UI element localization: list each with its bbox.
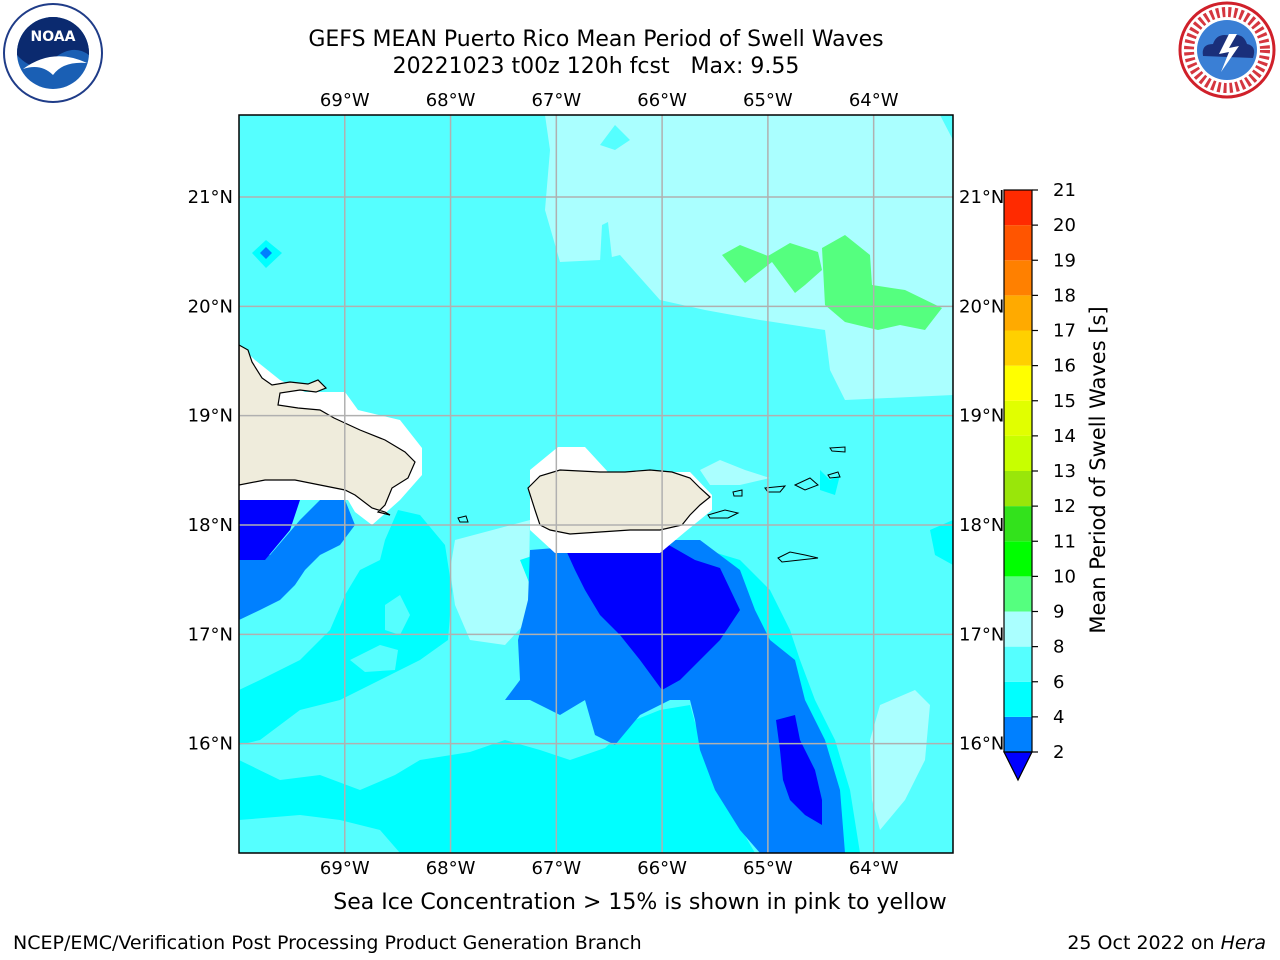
colorbar-tick-label: 2 bbox=[1053, 742, 1064, 763]
colorbar-segment bbox=[1004, 681, 1032, 717]
contour-2-4-south bbox=[505, 540, 845, 853]
lon-tick-label-bottom: 65°W bbox=[743, 858, 793, 879]
lon-tick-label-top: 66°W bbox=[637, 90, 687, 111]
lon-tick-label-top: 67°W bbox=[531, 90, 581, 111]
graticule bbox=[239, 115, 953, 853]
map-title: GEFS MEAN Puerto Rico Mean Period of Swe… bbox=[308, 27, 884, 52]
colorbar-tick-label: 20 bbox=[1053, 215, 1076, 236]
map-frame bbox=[238, 114, 954, 854]
noaa-logo-text: NOAA bbox=[31, 29, 76, 45]
noaa-logo-icon: NOAA bbox=[3, 3, 103, 103]
colorbar-segment bbox=[1004, 646, 1032, 682]
map-subtitle: 20221023 t00z 120h fcst Max: 9.55 bbox=[392, 54, 800, 79]
colorbar-segment bbox=[1004, 716, 1032, 752]
land-hispaniola bbox=[239, 344, 416, 516]
swell-period-field bbox=[239, 115, 953, 853]
colorbar-segment bbox=[1004, 330, 1032, 366]
lat-tick-label-right: 16°N bbox=[959, 734, 1004, 755]
colorbar-segment bbox=[1004, 295, 1032, 331]
nws-logo-icon bbox=[1178, 1, 1276, 99]
lat-tick-label-left: 17°N bbox=[188, 624, 233, 645]
lon-tick-label-top: 65°W bbox=[743, 90, 793, 111]
colorbar-tick-label: 15 bbox=[1053, 391, 1076, 412]
contour-0-2-west bbox=[239, 500, 300, 560]
contour-0-2-south bbox=[565, 540, 740, 690]
lat-tick-label-left: 16°N bbox=[188, 734, 233, 755]
colorbar-segment bbox=[1004, 471, 1032, 507]
lon-tick-label-top: 64°W bbox=[849, 90, 899, 111]
lat-tick-label-right: 21°N bbox=[959, 187, 1004, 208]
lon-tick-label-bottom: 68°W bbox=[426, 858, 476, 879]
colorbar-tick-label: 11 bbox=[1053, 531, 1076, 552]
colorbar-tick-label: 9 bbox=[1053, 602, 1064, 623]
footer-date-text: 25 Oct 2022 on bbox=[1067, 932, 1221, 954]
colorbar: 2 4 6 8 9 10 11 12 13 14 15 16 17 18 19 20 21 bbox=[1003, 180, 1076, 782]
colorbar-segment bbox=[1004, 611, 1032, 647]
colorbar-tick-label: 17 bbox=[1053, 321, 1076, 342]
lon-tick-label-bottom: 66°W bbox=[637, 858, 687, 879]
lat-tick-label-left: 21°N bbox=[188, 187, 233, 208]
sea-ice-caption: Sea Ice Concentration > 15% is shown in … bbox=[333, 890, 947, 915]
colorbar-segment bbox=[1004, 225, 1032, 261]
colorbar-segment bbox=[1004, 400, 1032, 436]
lat-tick-label-right: 20°N bbox=[959, 296, 1004, 317]
lat-tick-label-right: 18°N bbox=[959, 515, 1004, 536]
colorbar-tick-label: 19 bbox=[1053, 250, 1076, 271]
footer-credit: NCEP/EMC/Verification Post Processing Pr… bbox=[13, 932, 642, 954]
colorbar-segment bbox=[1004, 435, 1032, 471]
contour-4-6-south bbox=[239, 705, 755, 853]
colorbar-tick-label: 10 bbox=[1053, 566, 1076, 587]
colorbar-segment bbox=[1004, 260, 1032, 296]
colorbar-segment bbox=[1004, 365, 1032, 401]
footer-host: Hera bbox=[1220, 932, 1266, 954]
lat-tick-label-right: 17°N bbox=[959, 624, 1004, 645]
lat-tick-label-left: 19°N bbox=[188, 406, 233, 427]
lon-tick-label-bottom: 67°W bbox=[531, 858, 581, 879]
contour-9-10-a bbox=[722, 243, 822, 293]
colorbar-tick-label: 8 bbox=[1053, 637, 1064, 658]
colorbar-tick-label: 13 bbox=[1053, 461, 1076, 482]
colorbar-segment bbox=[1004, 541, 1032, 577]
colorbar-tick-label: 16 bbox=[1053, 356, 1076, 377]
lat-tick-label-right: 19°N bbox=[959, 406, 1004, 427]
contour-8-9-south bbox=[450, 520, 530, 645]
colorbar-label: Mean Period of Swell Waves [s] bbox=[1086, 306, 1110, 633]
lat-tick-label-left: 18°N bbox=[188, 515, 233, 536]
lon-tick-label-top: 69°W bbox=[320, 90, 370, 111]
contour-2-4-west bbox=[239, 500, 355, 620]
colorbar-tick-label: 14 bbox=[1053, 426, 1076, 447]
footer-date: 25 Oct 2022 on Hera bbox=[1067, 932, 1266, 954]
colorbar-tick-label: 18 bbox=[1053, 285, 1076, 306]
lat-tick-label-left: 20°N bbox=[188, 296, 233, 317]
lon-tick-label-bottom: 64°W bbox=[849, 858, 899, 879]
lon-tick-label-bottom: 69°W bbox=[320, 858, 370, 879]
colorbar-segment bbox=[1004, 576, 1032, 612]
colorbar-tick-label: 21 bbox=[1053, 180, 1076, 201]
axis-tick-labels: 69°W 69°W 68°W 68°W 67°W 67°W 66°W 66°W 65°W 65°W… bbox=[188, 90, 1005, 879]
colorbar-tick-label: 4 bbox=[1053, 707, 1064, 728]
colorbar-segment bbox=[1004, 190, 1032, 226]
colorbar-extend-arrow bbox=[1003, 751, 1033, 782]
lon-tick-label-top: 68°W bbox=[426, 90, 476, 111]
colorbar-tick-label: 6 bbox=[1053, 672, 1064, 693]
colorbar-tick-label: 12 bbox=[1053, 496, 1076, 517]
colorbar-segment bbox=[1004, 506, 1032, 542]
